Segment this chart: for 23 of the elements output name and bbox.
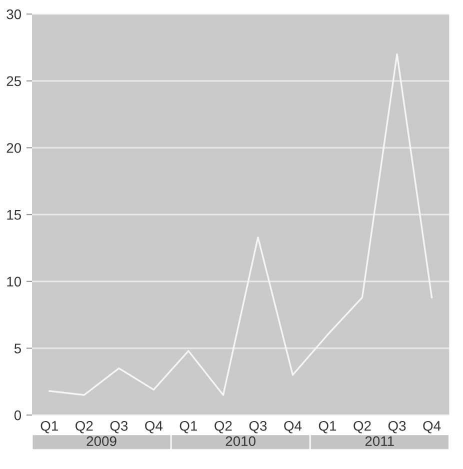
x-tick-label: Q2 (214, 420, 232, 434)
y-tick-label: 20 (6, 143, 22, 153)
x-tick-label: Q3 (110, 420, 128, 434)
line-series (48, 53, 433, 396)
x-tick-label: Q2 (354, 420, 371, 434)
x-tick-label: Q3 (388, 420, 406, 434)
y-tick-label: 5 (14, 344, 21, 354)
x-tick-label: Q2 (76, 420, 93, 434)
y-tick-label: 10 (7, 276, 22, 287)
y-tick-label: 15 (7, 210, 22, 220)
text: 2011 (365, 436, 394, 446)
y-tick-label: 25 (6, 76, 22, 86)
x-tick-label: Q4 (284, 420, 302, 434)
x-tick-label: Q1 (318, 420, 336, 434)
x-tick-label: Q1 (180, 420, 198, 434)
x-tick-label: Q1 (40, 420, 58, 434)
text: 2009 (86, 436, 116, 446)
text: 2010 (226, 436, 256, 446)
x-tick-label: Q4 (145, 420, 163, 434)
x-tick-label: Q4 (423, 420, 441, 434)
y-tick-label: 30 (6, 9, 22, 20)
y-tick-label: 0 (14, 410, 22, 420)
x-tick-label: Q3 (249, 420, 267, 434)
